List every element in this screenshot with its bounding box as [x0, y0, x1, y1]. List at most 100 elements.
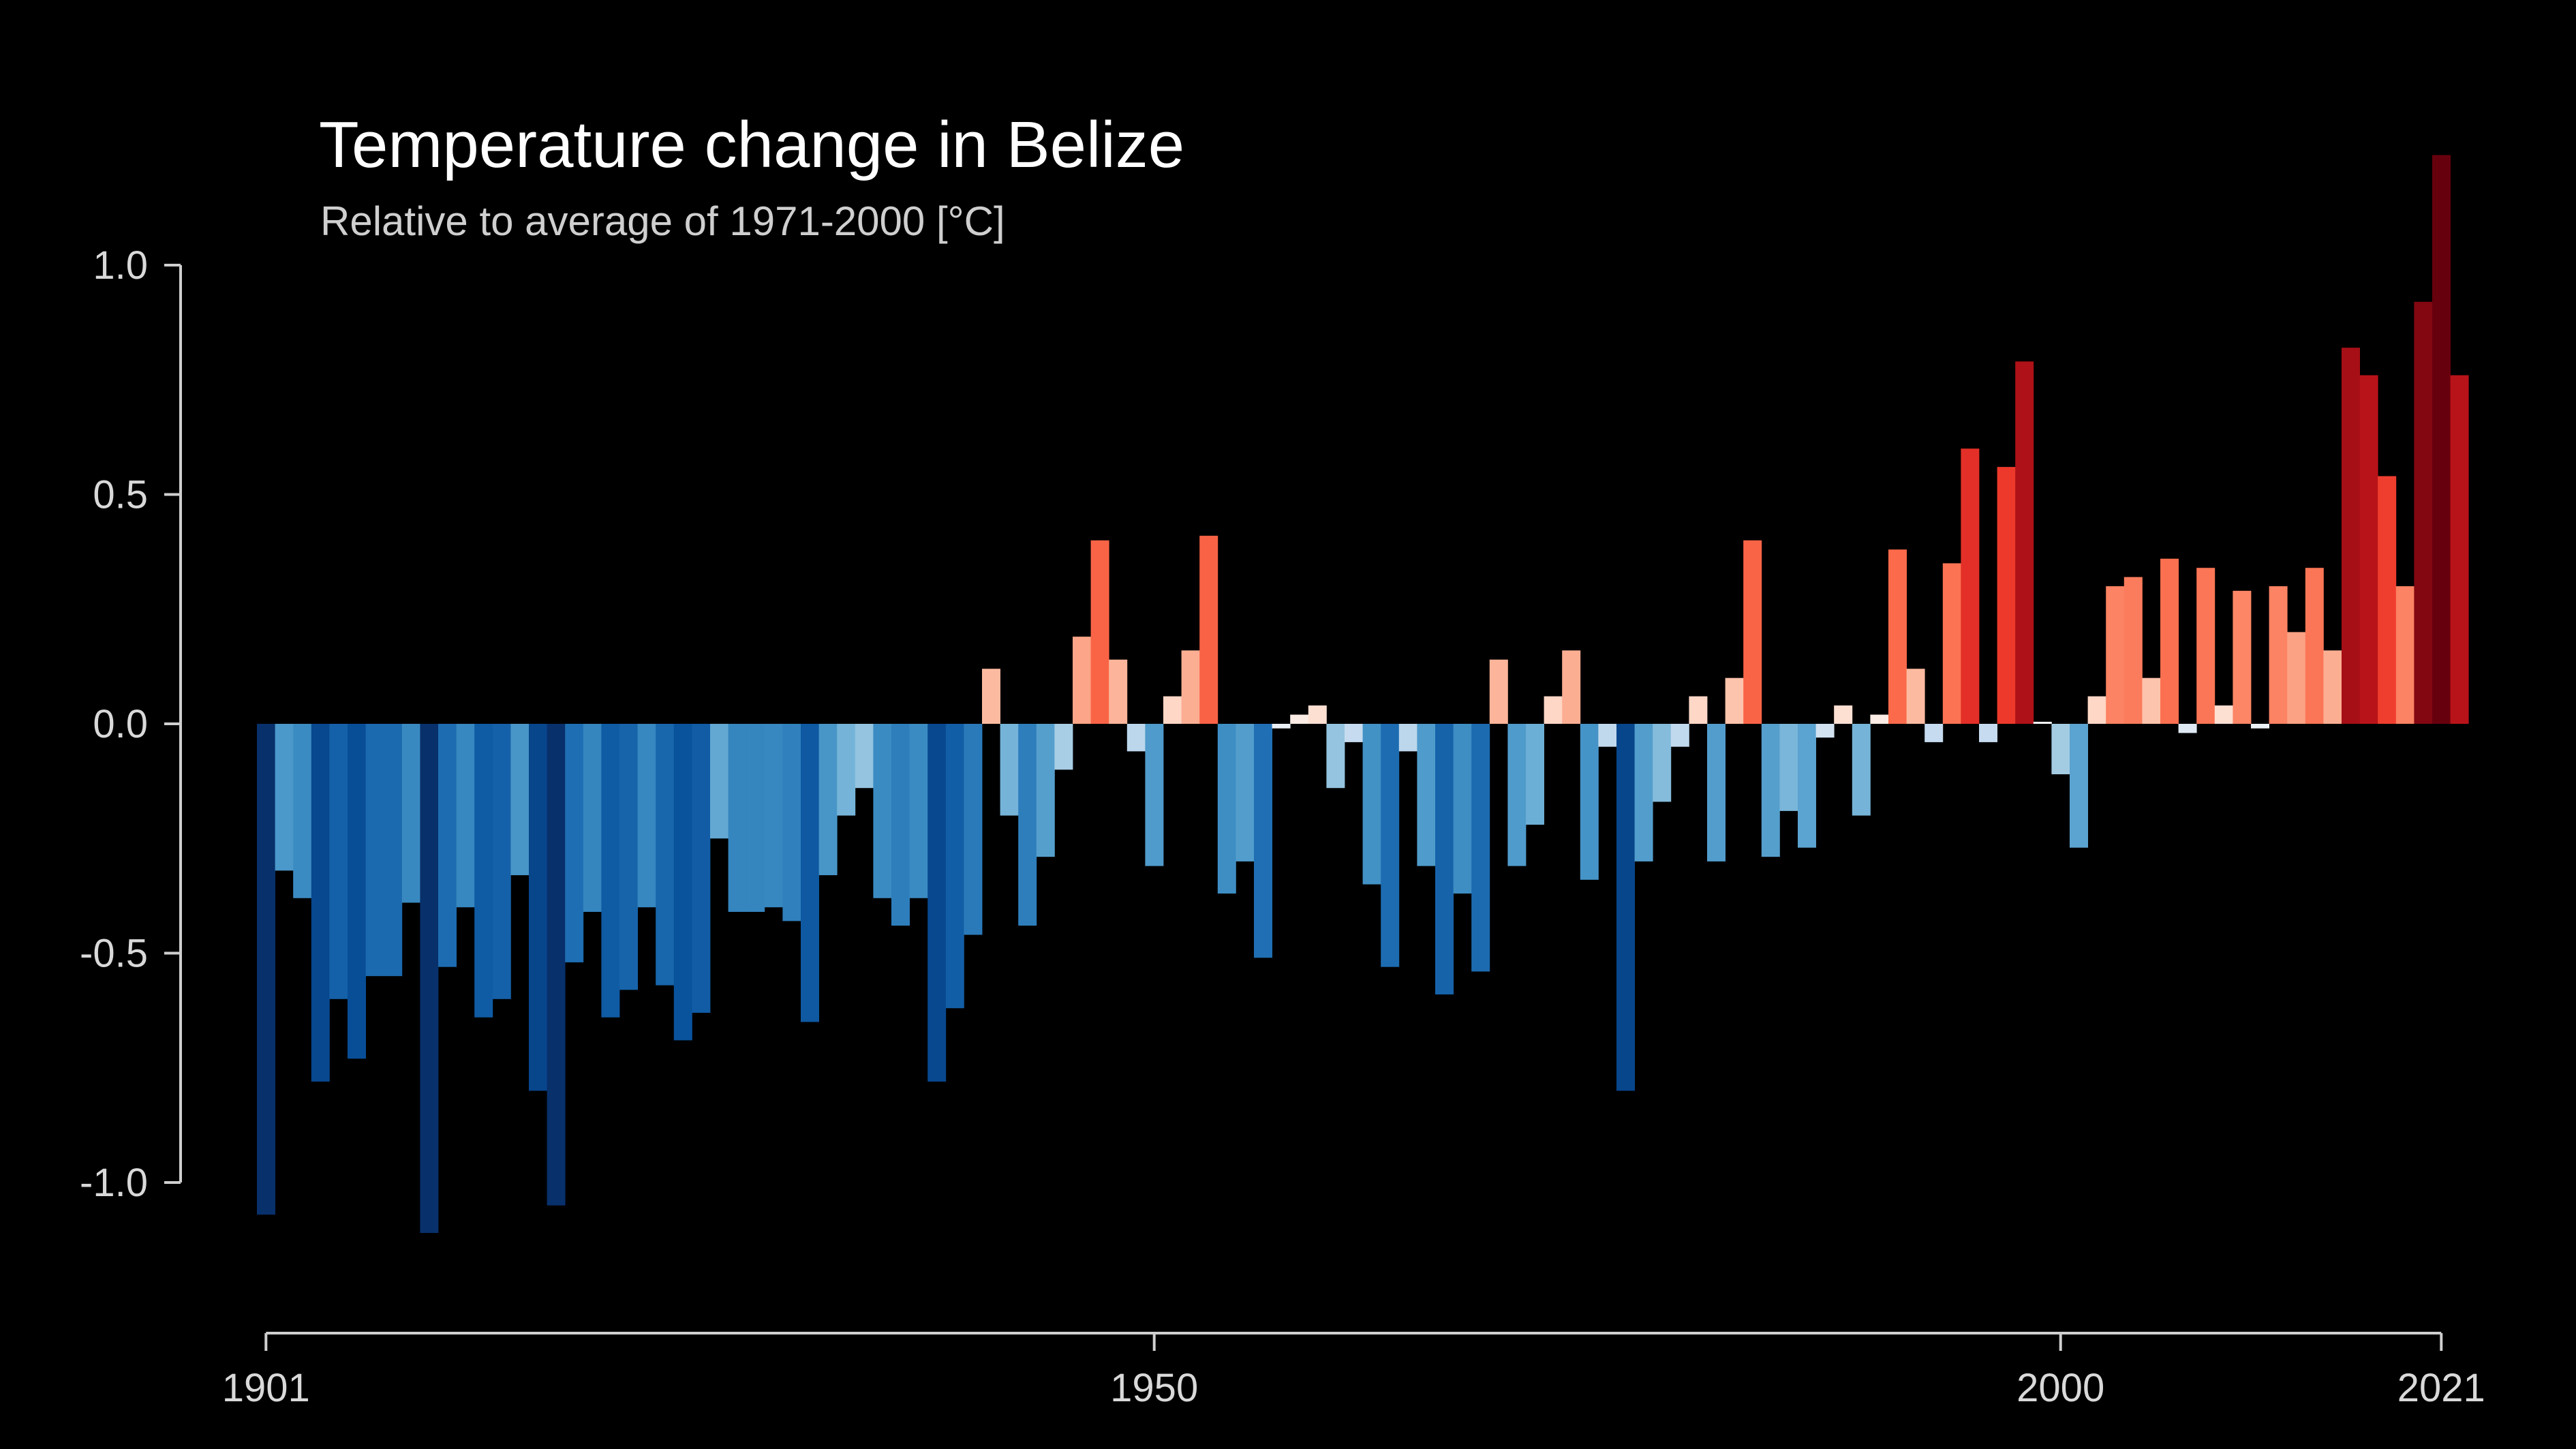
bar-1909 — [401, 724, 420, 903]
bar-1961 — [1345, 724, 1363, 742]
bar-1994 — [1942, 563, 1961, 724]
bar-1964 — [1398, 724, 1417, 752]
y-tick-label: -0.5 — [80, 932, 148, 976]
bar-1956 — [1254, 724, 1272, 958]
bar-2022 — [2450, 375, 2469, 724]
bar-1936 — [891, 724, 910, 926]
bar-1915 — [510, 724, 530, 876]
bar-1901 — [257, 724, 275, 1215]
bar-1952 — [1181, 650, 1200, 724]
bar-1972 — [1544, 696, 1563, 724]
bar-1911 — [438, 724, 457, 967]
bar-1932 — [818, 724, 838, 876]
bar-1988 — [1834, 705, 1853, 724]
bar-1997 — [1997, 467, 2016, 724]
bar-1977 — [1634, 724, 1653, 861]
bar-series — [257, 155, 2469, 1234]
bar-1966 — [1435, 724, 1454, 995]
bar-1962 — [1362, 724, 1381, 885]
y-tick-label: 0.5 — [93, 473, 148, 517]
bar-1946 — [1073, 637, 1091, 724]
bar-1916 — [529, 724, 547, 1091]
bar-1982 — [1725, 677, 1744, 724]
bar-1940 — [964, 724, 983, 935]
y-tick-label: 0.0 — [93, 702, 148, 746]
bar-1969 — [1489, 659, 1508, 724]
bar-1918 — [565, 724, 584, 962]
bar-1906 — [348, 724, 366, 1059]
bar-2020 — [2414, 301, 2433, 724]
bar-1921 — [619, 724, 638, 990]
bar-1963 — [1381, 724, 1400, 967]
bar-2004 — [2123, 577, 2143, 724]
bar-1910 — [420, 724, 439, 1234]
bar-1957 — [1272, 724, 1291, 729]
bar-1925 — [692, 724, 711, 1013]
bar-1978 — [1653, 724, 1672, 802]
bar-2010 — [2233, 590, 2252, 724]
bar-1924 — [673, 724, 692, 1041]
bar-1920 — [601, 724, 620, 1018]
bar-1943 — [1018, 724, 1037, 926]
bar-1983 — [1743, 540, 1762, 724]
bar-1958 — [1290, 714, 1309, 724]
bar-1985 — [1779, 724, 1798, 811]
bar-1991 — [1888, 549, 1907, 724]
bar-1993 — [1925, 724, 1944, 742]
bar-1930 — [782, 724, 801, 921]
y-axis: -1.0 -0.5 0.0 0.5 1.0 — [80, 243, 182, 1205]
bar-1967 — [1453, 724, 1472, 894]
bar-1941 — [982, 669, 1000, 724]
bar-2002 — [2087, 696, 2106, 724]
bar-2012 — [2269, 586, 2288, 724]
bar-1905 — [329, 724, 348, 999]
bar-1973 — [1562, 650, 1581, 724]
bar-1904 — [311, 724, 330, 1082]
bar-1998 — [2015, 361, 2034, 724]
bar-2018 — [2378, 476, 2397, 724]
x-tick-label: 2000 — [2017, 1366, 2104, 1410]
bar-2016 — [2342, 348, 2360, 724]
bar-1979 — [1670, 724, 1689, 747]
bar-1927 — [728, 724, 747, 912]
bar-1984 — [1761, 724, 1780, 857]
bar-1951 — [1163, 696, 1182, 724]
bar-2008 — [2196, 568, 2215, 724]
bar-1902 — [275, 724, 294, 871]
bar-2006 — [2160, 558, 2179, 724]
bar-2003 — [2106, 586, 2125, 724]
bar-2021 — [2432, 155, 2451, 724]
x-tick-label: 2021 — [2397, 1366, 2485, 1410]
bar-1976 — [1616, 724, 1635, 1091]
bar-1950 — [1145, 724, 1164, 866]
bar-2009 — [2214, 705, 2233, 724]
bar-1917 — [547, 724, 566, 1206]
bar-1942 — [1000, 724, 1019, 816]
chart-title: Temperature change in Belize — [319, 108, 1184, 181]
bar-1960 — [1326, 724, 1345, 789]
bar-1953 — [1199, 536, 1218, 724]
x-tick-label: 1901 — [222, 1366, 310, 1410]
bar-1923 — [656, 724, 675, 986]
x-tick-label: 1950 — [1110, 1366, 1198, 1410]
bar-1933 — [837, 724, 856, 816]
bar-1949 — [1126, 724, 1146, 752]
bar-1934 — [855, 724, 874, 789]
bar-1990 — [1870, 714, 1889, 724]
bar-1931 — [801, 724, 819, 1022]
bar-1955 — [1236, 724, 1255, 861]
bar-2014 — [2305, 568, 2324, 724]
bar-1947 — [1090, 540, 1109, 724]
bar-1999 — [2033, 722, 2052, 724]
bar-1959 — [1308, 705, 1327, 724]
bar-1938 — [927, 724, 947, 1082]
y-tick-label: -1.0 — [80, 1161, 148, 1205]
bar-1980 — [1689, 696, 1708, 724]
bar-2019 — [2395, 586, 2414, 724]
bar-2011 — [2251, 724, 2269, 729]
bar-2017 — [2359, 375, 2378, 724]
bar-1922 — [637, 724, 656, 908]
bar-1995 — [1961, 448, 1980, 724]
bar-1939 — [945, 724, 964, 1009]
